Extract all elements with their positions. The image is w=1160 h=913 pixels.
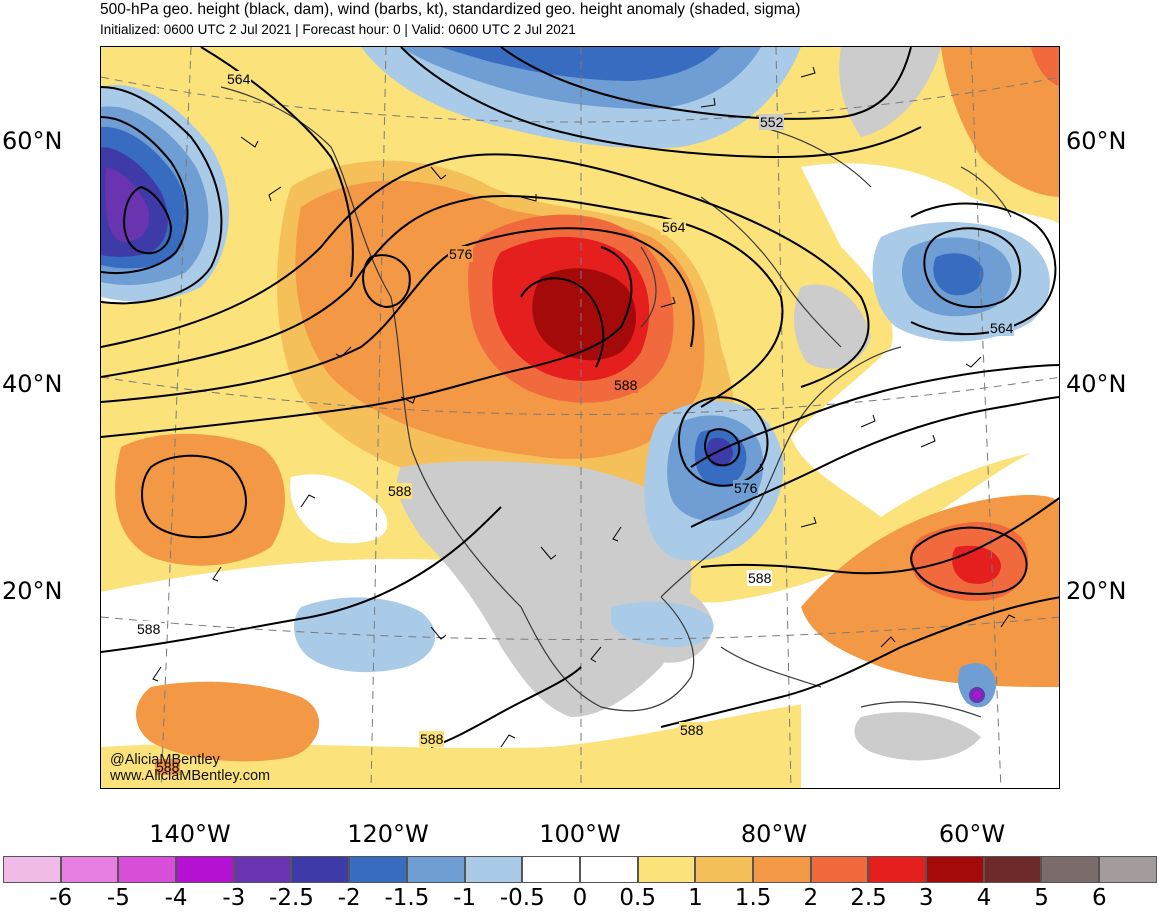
colorbar-tick-label: 1.5 <box>734 885 772 911</box>
watermark-handle: @AliciaMBentley <box>110 752 220 768</box>
colorbar-tick-label: -4 <box>164 885 188 911</box>
contour-label: 588 <box>155 759 181 775</box>
colorbar-swatch <box>695 856 753 883</box>
colorbar-swatch <box>464 856 523 883</box>
colorbar-swatch <box>406 856 465 883</box>
colorbar-tick-label: 0 <box>572 885 588 911</box>
map-panel: 564 552 576 564 564 588 576 588 588 588 … <box>100 46 1060 789</box>
colorbar-tick-label: 1 <box>688 885 703 911</box>
colorbar-swatch <box>291 856 350 883</box>
colorbar <box>3 856 1157 883</box>
lat-label-60n-left: 60°N <box>2 127 63 155</box>
colorbar-tick-label: 0.5 <box>619 885 656 911</box>
colorbar-swatch <box>868 856 926 883</box>
colorbar-swatch <box>579 856 638 883</box>
colorbar-swatch <box>983 856 1042 883</box>
colorbar-swatch <box>926 856 984 883</box>
contour-label: 564 <box>989 320 1015 336</box>
anomaly-map <box>101 47 1059 788</box>
lat-label-20n-right: 20°N <box>1066 577 1127 605</box>
contour-label: 552 <box>759 114 785 130</box>
contour-label: 588 <box>136 621 162 637</box>
contour-label: 588 <box>387 483 413 499</box>
colorbar-swatch <box>233 856 292 883</box>
colorbar-tick-label: 3 <box>918 885 934 911</box>
lat-label-20n-left: 20°N <box>2 577 63 605</box>
lon-label-140w: 140°W <box>149 820 231 848</box>
colorbar-tick-label: 2.5 <box>850 885 887 911</box>
colorbar-swatch <box>637 856 696 883</box>
colorbar-tick-label: -2 <box>337 885 361 911</box>
colorbar-swatch <box>60 856 119 883</box>
contour-label: 588 <box>679 722 705 738</box>
colorbar-swatch <box>118 856 177 883</box>
contour-label: 576 <box>733 480 759 496</box>
watermark-website: www.AliciaMBentley.com <box>110 768 271 784</box>
contour-label: 588 <box>613 377 639 393</box>
colorbar-tick-label: 4 <box>976 885 992 911</box>
colorbar-tick-label: -0.5 <box>499 885 545 911</box>
contour-label: 588 <box>419 731 445 747</box>
contour-label: 564 <box>661 219 687 235</box>
colorbar-swatch <box>1099 856 1157 883</box>
colorbar-tick-label: 6 <box>1091 885 1107 911</box>
lon-label-60w: 60°W <box>938 820 1006 848</box>
lat-label-40n-left: 40°N <box>2 370 63 398</box>
colorbar-swatch <box>176 856 234 883</box>
colorbar-tick-label: -1.5 <box>384 885 430 911</box>
contour-label: 588 <box>747 570 773 586</box>
lat-label-60n-right: 60°N <box>1066 127 1127 155</box>
colorbar-swatch <box>522 856 580 883</box>
colorbar-swatch <box>810 856 869 883</box>
colorbar-swatch <box>349 856 407 883</box>
contour-label: 564 <box>226 71 252 87</box>
colorbar-swatch <box>3 856 61 883</box>
colorbar-swatch <box>1041 856 1100 883</box>
contour-label: 576 <box>448 246 474 262</box>
colorbar-tick-label: 2 <box>803 885 819 911</box>
colorbar-tick-label: -3 <box>222 885 246 911</box>
colorbar-tick-label: -6 <box>49 885 73 911</box>
colorbar-swatch <box>752 856 811 883</box>
colorbar-tick-label: -1 <box>453 885 477 911</box>
colorbar-labels: -6 -5 -4 -3 -2.5 -2 -1.5 -1 -0.5 0 0.5 1 1.5 2 2.5 3 4 5 6 <box>0 885 1160 913</box>
colorbar-tick-label: -2.5 <box>269 885 314 911</box>
map-subtitle: Initialized: 0600 UTC 2 Jul 2021 | Forec… <box>100 22 576 37</box>
colorbar-tick-label: -5 <box>106 885 130 911</box>
lon-label-100w: 100°W <box>539 820 621 848</box>
map-title: 500-hPa geo. height (black, dam), wind (… <box>100 1 801 18</box>
lat-label-40n-right: 40°N <box>1066 370 1127 398</box>
lon-label-80w: 80°W <box>740 820 808 848</box>
colorbar-tick-label: 5 <box>1034 885 1049 911</box>
lon-label-120w: 120°W <box>347 820 429 848</box>
